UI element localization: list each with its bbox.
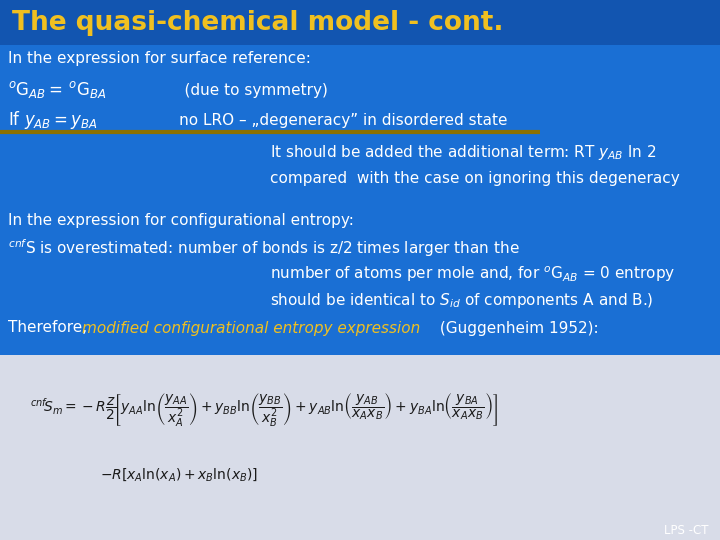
Text: no LRO – „degeneracy” in disordered state: no LRO – „degeneracy” in disordered stat… xyxy=(145,112,508,127)
Text: $-R\left[x_A\ln(x_A) + x_B\ln(x_B)\right]$: $-R\left[x_A\ln(x_A) + x_B\ln(x_B)\right… xyxy=(100,467,258,483)
FancyBboxPatch shape xyxy=(0,355,720,540)
Text: compared  with the case on ignoring this degeneracy: compared with the case on ignoring this … xyxy=(270,171,680,186)
Text: It should be added the additional term: RT $y_{AB}$ ln 2: It should be added the additional term: … xyxy=(270,143,657,161)
Text: $^{cnf}\mathrm{S}$ is overestimated: number of bonds is z/2 times larger than th: $^{cnf}\mathrm{S}$ is overestimated: num… xyxy=(8,237,520,259)
Text: In the expression for configurational entropy:: In the expression for configurational en… xyxy=(8,213,354,227)
Text: If $y_{AB} = y_{BA}$: If $y_{AB} = y_{BA}$ xyxy=(8,109,98,131)
Text: should be identical to $S_{id}$ of components A and B.): should be identical to $S_{id}$ of compo… xyxy=(270,291,654,309)
FancyBboxPatch shape xyxy=(0,0,720,45)
Text: $^{cnf}\!S_m = -R\dfrac{z}{2}\!\left[y_{AA}\ln\!\left(\dfrac{y_{AA}}{x_A^2}\righ: $^{cnf}\!S_m = -R\dfrac{z}{2}\!\left[y_{… xyxy=(30,392,498,429)
Text: (Guggenheim 1952):: (Guggenheim 1952): xyxy=(435,321,598,335)
Text: LPS -CT: LPS -CT xyxy=(664,523,708,537)
Text: modified configurational entropy expression: modified configurational entropy express… xyxy=(82,321,420,335)
Text: $^o\mathrm{G}_{AB} = \,^o\mathrm{G}_{BA}$: $^o\mathrm{G}_{AB} = \,^o\mathrm{G}_{BA}… xyxy=(8,79,107,100)
Text: number of atoms per mole and, for $^o\mathrm{G}_{AB}$ = 0 entropy: number of atoms per mole and, for $^o\ma… xyxy=(270,264,675,284)
Text: (due to symmetry): (due to symmetry) xyxy=(165,83,328,98)
Text: Therefore,: Therefore, xyxy=(8,321,92,335)
Text: The quasi-chemical model - cont.: The quasi-chemical model - cont. xyxy=(12,10,503,36)
Text: In the expression for surface reference:: In the expression for surface reference: xyxy=(8,51,311,65)
